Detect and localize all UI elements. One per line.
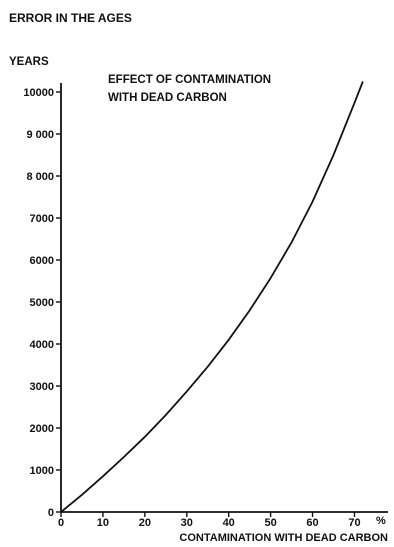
x-tick-label: 70 [348,517,360,529]
x-tick-label: 40 [223,517,235,529]
y-tick-label: 4000 [30,339,54,351]
y-tick-label: 9 000 [26,129,54,141]
chart-title-line-2: WITH DEAD CARBON [108,92,227,104]
y-tick-label: 5000 [30,297,54,309]
x-axis-unit: % [376,515,386,527]
y-tick-label: 7000 [30,213,54,225]
y-tick-label: 2000 [30,423,54,435]
ticks-group: 0 1000 2000 3000 4000 5000 6000 7000 8 000 9 000 1… [23,87,360,529]
x-tick-label: 10 [97,517,109,529]
contamination-error-curve [60,81,364,513]
x-tick-label: 20 [139,517,151,529]
y-tick-label: 3000 [30,381,54,393]
y-tick-label: 10000 [23,87,54,99]
y-tick-label: 0 [48,507,54,519]
chart-title-line-1: EFFECT OF CONTAMINATION [108,74,271,86]
x-axis-title: CONTAMINATION WITH DEAD CARBON [179,532,388,544]
x-tick-label: 0 [58,517,64,529]
axes [60,83,388,513]
y-tick-label: 8 000 [26,171,54,183]
x-tick-label: 30 [181,517,193,529]
y-axis-title: ERROR IN THE AGES [9,11,132,25]
y-tick-label: 1000 [30,465,54,477]
x-tick-label: 50 [264,517,276,529]
y-axis-unit: YEARS [9,56,49,68]
x-tick-label: 60 [306,517,318,529]
y-tick-label: 6000 [30,255,54,267]
